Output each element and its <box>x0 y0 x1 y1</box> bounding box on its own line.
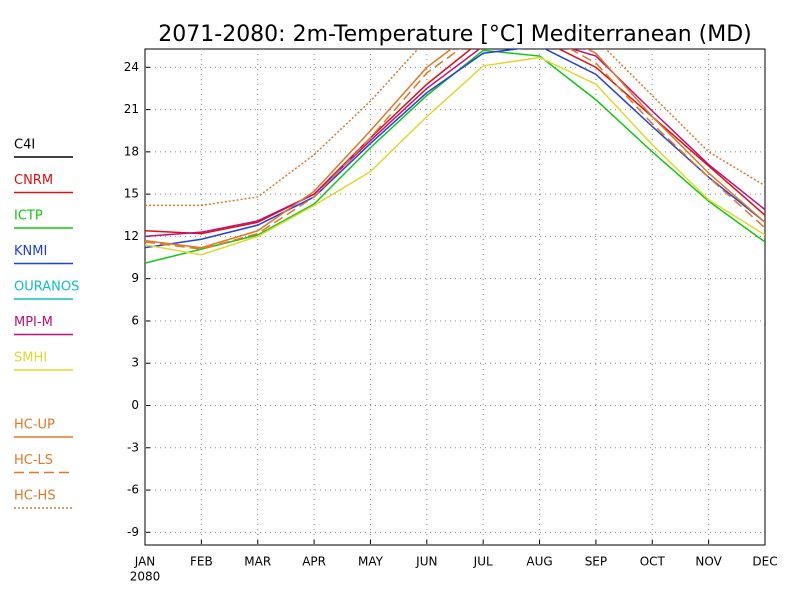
x-tick-label: AUG <box>526 555 552 569</box>
x-tick-label: JUN <box>415 555 437 569</box>
legend-label: ICTP <box>14 209 43 224</box>
legend-label: OURANOS <box>14 280 79 295</box>
y-tick-label: 21 <box>124 102 139 116</box>
x-tick-label: APR <box>302 555 326 569</box>
x-sublabel: 2080 <box>130 570 161 584</box>
series-line <box>145 49 765 250</box>
chart-title: 2071-2080: 2m-Temperature [°C] Mediterra… <box>158 22 751 47</box>
series-line <box>145 56 765 256</box>
y-tick-label: 15 <box>124 187 139 201</box>
y-tick-label: 18 <box>124 144 139 158</box>
x-tick-label: FEB <box>190 555 213 569</box>
legend-label: MPI-M <box>14 315 53 330</box>
y-tick-label: 24 <box>124 60 139 74</box>
y-tick-label: 9 <box>131 271 139 285</box>
plot-area <box>145 49 765 264</box>
y-tick-label: -6 <box>127 483 139 497</box>
series-line <box>145 49 765 207</box>
legend-label: SMHI <box>14 351 47 366</box>
legend-label: CNRM <box>14 173 53 188</box>
legend-label: KNMI <box>14 244 47 259</box>
y-tick-label: 6 <box>131 313 139 327</box>
legend-label: C4I <box>14 138 35 153</box>
legend-label: HC-UP <box>14 418 55 433</box>
x-tick-label: SEP <box>585 555 607 569</box>
x-tick-label: OCT <box>640 555 666 569</box>
x-tick-label: MAR <box>244 555 271 569</box>
y-tick-label: -3 <box>127 440 139 454</box>
series-line <box>145 49 765 235</box>
legend-label: HC-LS <box>14 453 53 468</box>
series-line <box>145 49 765 264</box>
plot-frame <box>144 48 766 546</box>
series-line <box>145 49 765 238</box>
series-line <box>145 49 765 249</box>
y-tick-label: 0 <box>131 398 139 412</box>
y-tick-label: -9 <box>127 525 139 539</box>
legend-label: HC-HS <box>14 489 56 504</box>
y-tick-label: 3 <box>131 356 139 370</box>
y-tick-label: 12 <box>124 229 139 243</box>
series-line <box>145 49 765 249</box>
x-tick-label: NOV <box>695 555 722 569</box>
x-tick-label: MAY <box>358 555 384 569</box>
x-tick-label: JUL <box>473 555 493 569</box>
x-tick-label: DEC <box>752 555 777 569</box>
x-tick-label: JAN <box>134 555 156 569</box>
